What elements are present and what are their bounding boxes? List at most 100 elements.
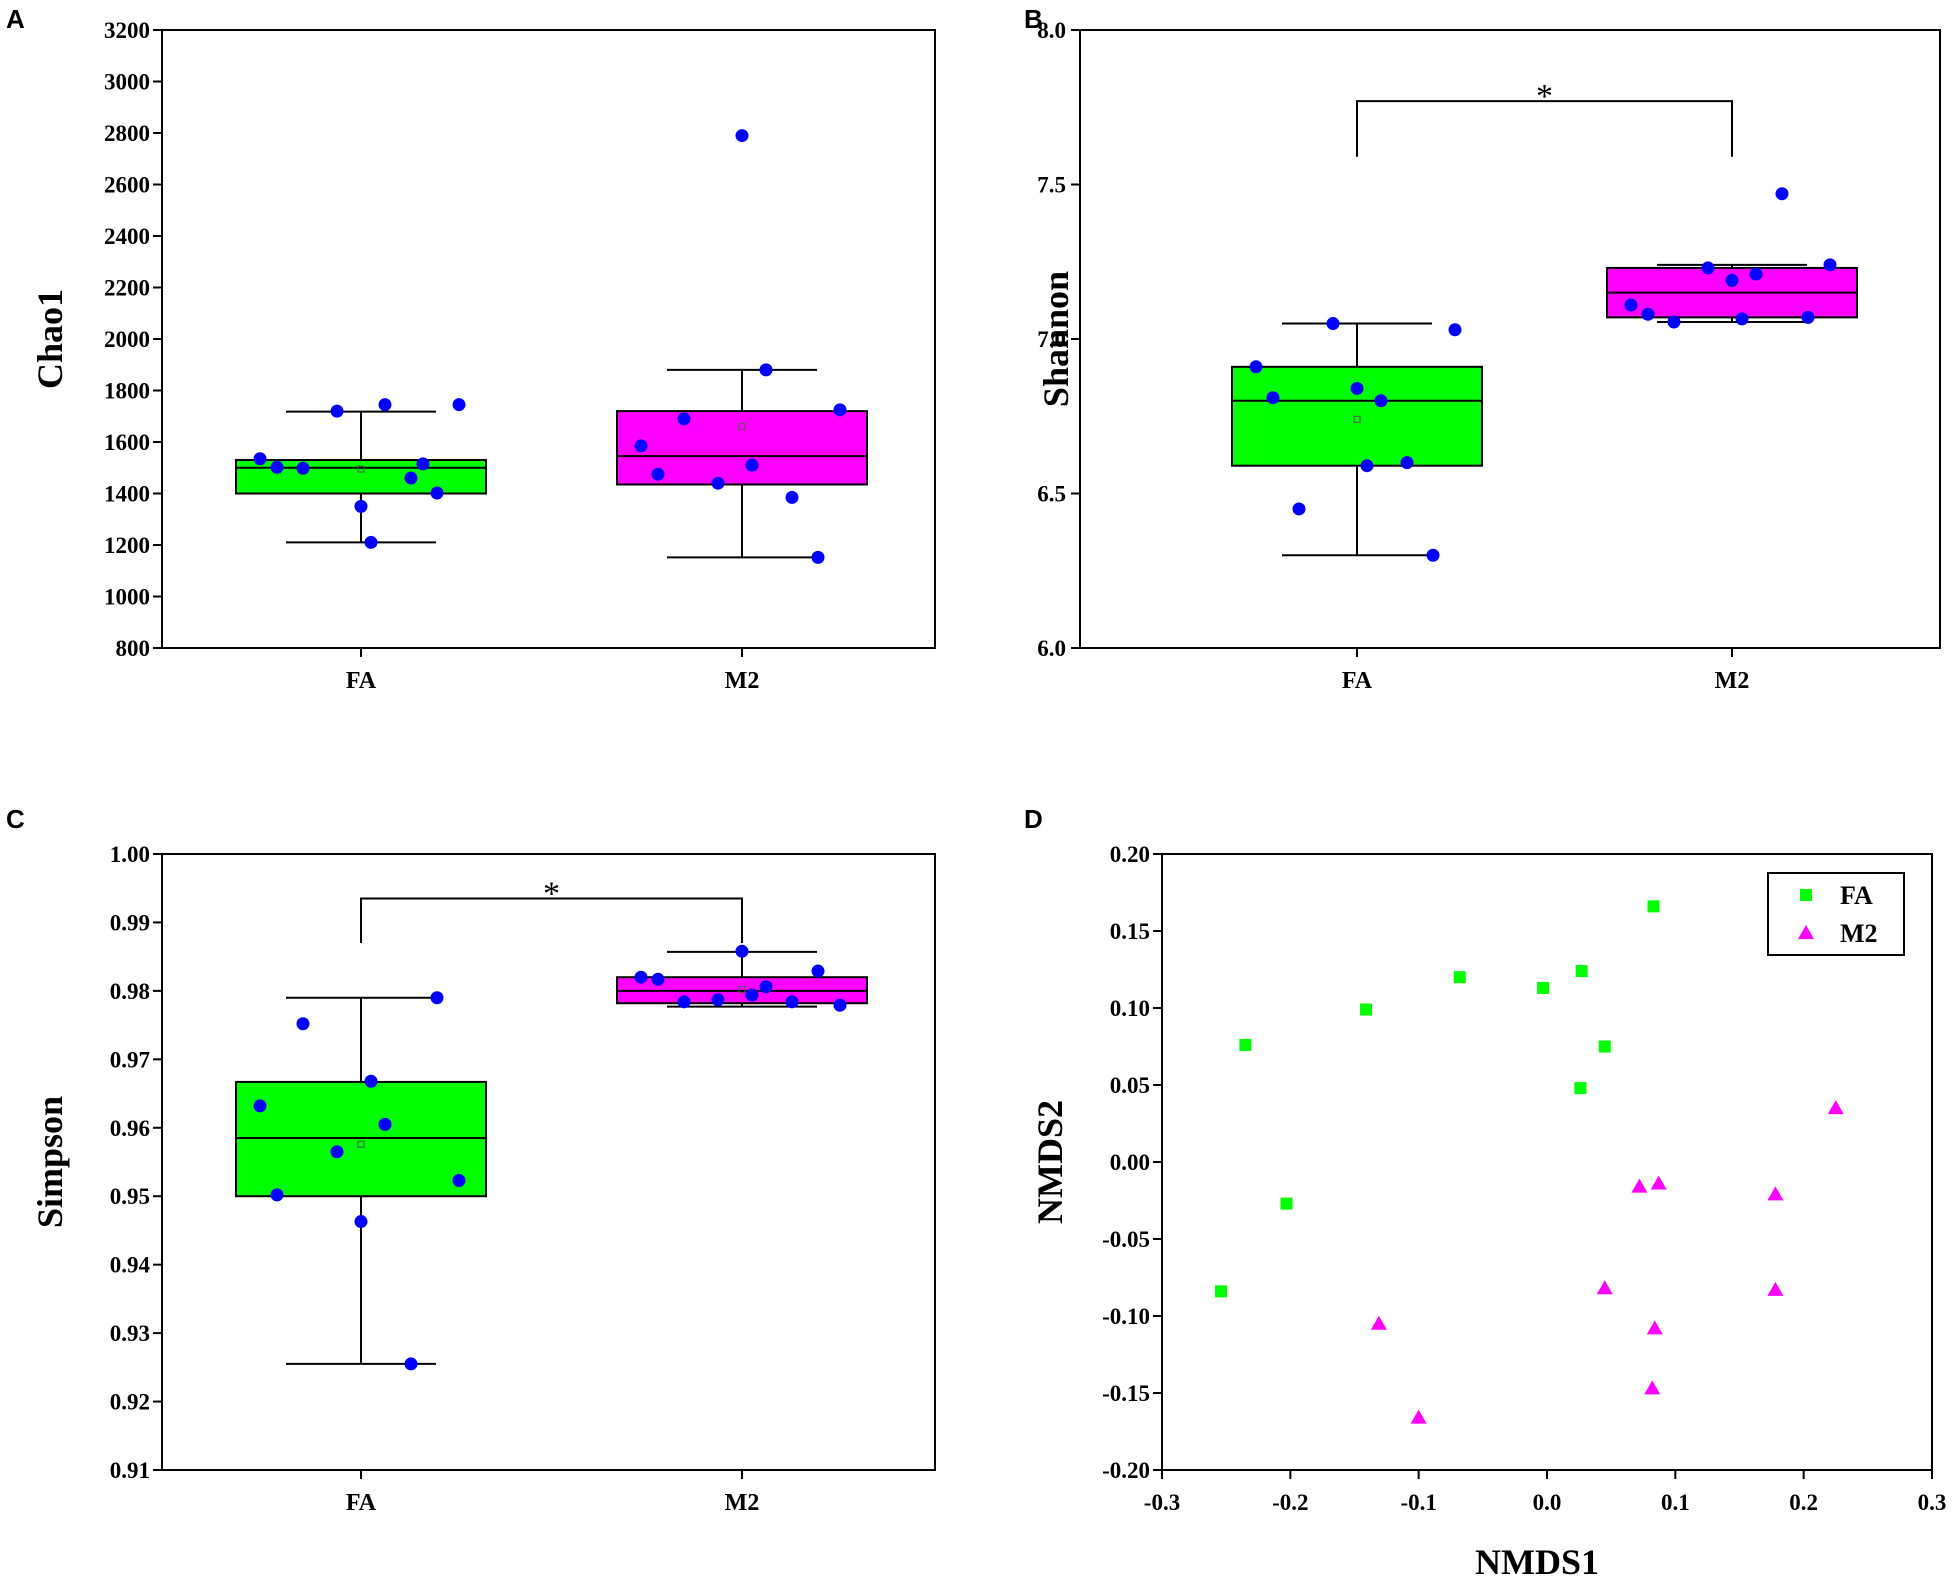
data-point [1823,258,1837,272]
x-tick-label: -0.1 [1400,1490,1436,1515]
data-point [1701,261,1715,275]
chao1-box-panel: 800 1000 1200 1400 1600 1800 2000 2200 2400 2600 2… [30,18,936,694]
data-point [634,970,648,984]
simpson-box-panel: 0.91 0.92 0.93 0.94 0.95 0.96 0.97 0.98 0.99 1.00… [30,842,936,1516]
y-axis-title: Chao1 [30,289,70,389]
data-point [430,486,444,500]
data-point [1598,1040,1611,1053]
data-point [1215,1285,1228,1298]
y-tick-label: 2600 [104,173,150,198]
data-point [1725,273,1739,287]
x-category-label: M2 [725,1490,760,1516]
panel-label-d: D [1024,804,1043,834]
y-tick-label: -0.05 [1102,1227,1150,1252]
y-axis-title: NMDS2 [1030,1100,1070,1224]
x-tick-label: -0.2 [1272,1490,1308,1515]
data-point [364,535,378,549]
y-axis-title: Shannon [1036,271,1076,407]
legend-swatch [1800,889,1812,901]
x-category-label: M2 [725,668,760,694]
iqr-box [235,1080,487,1198]
mean-marker [357,1140,365,1148]
x-category-label: M2 [1715,668,1750,694]
data-point [1647,900,1660,913]
y-tick-label: 2200 [104,276,150,301]
data-point [1749,267,1763,281]
data-point [1448,323,1462,337]
x-tick-label: -0.3 [1144,1490,1180,1515]
y-tick-label: 0.98 [110,979,150,1004]
y-tick-label: 1.00 [110,842,150,867]
data-point [1292,502,1306,516]
y-tick-label: 0.93 [110,1321,150,1346]
data-point [1453,971,1466,984]
data-point [1360,1003,1373,1016]
data-point [1326,317,1340,331]
x-tick-label: 0.0 [1533,1490,1562,1515]
y-tick-label: 0.92 [110,1390,150,1415]
data-point [270,460,284,474]
data-point [735,129,749,143]
data-point [1374,394,1388,408]
data-point [416,457,430,471]
y-tick-label: 0.96 [110,1116,150,1141]
y-tick-label: 1800 [104,379,150,404]
data-point [1360,459,1374,473]
plot-frame [1079,29,1941,649]
y-tick-label: 6.0 [1037,636,1066,661]
data-point [1370,1315,1387,1330]
y-tick-label: 7.5 [1037,173,1066,198]
box-m2 [616,944,868,1012]
data-point [1767,1186,1784,1201]
data-point [253,1099,267,1113]
y-tick-label: 7.0 [1037,327,1066,352]
data-point [677,995,691,1009]
x-category-label: FA [1342,668,1373,694]
data-point [1239,1038,1252,1051]
x-axis-title: NMDS1 [1475,1542,1599,1582]
data-point [1631,1178,1648,1193]
data-point [378,398,392,412]
y-tick-label: -0.10 [1102,1304,1150,1329]
y-tick-label: 0.94 [110,1253,151,1278]
legend-box [1767,872,1905,956]
y-tick-label: 0.99 [110,910,150,935]
legend-label: FA [1840,881,1873,910]
y-tick-label: -0.20 [1102,1458,1150,1483]
shannon-box-panel: 6.0 6.5 7.0 7.5 8.0 FA M2 * Shannon [1036,18,1941,694]
plot-frame [161,853,936,1471]
data-point [378,1117,392,1131]
data-point [1410,1409,1427,1424]
data-point [833,998,847,1012]
data-point [651,972,665,986]
nmds-scatter-panel: -0.20-0.15-0.10-0.050.000.050.100.150.20… [1030,842,1946,1582]
data-point [711,476,725,490]
data-point [404,1357,418,1371]
significance-bracket [1356,100,1733,157]
data-point [430,991,444,1005]
significance-bracket [360,897,743,943]
data-point [1644,1380,1661,1395]
y-tick-label: 3000 [104,70,150,95]
data-point [1350,381,1364,395]
y-tick-label: 0.05 [1110,1073,1150,1098]
data-point [811,964,825,978]
box-fa [1231,317,1483,562]
x-tick-label: 0.1 [1661,1490,1690,1515]
y-tick-label: 1600 [104,430,150,455]
data-point [452,1173,466,1187]
panel-label-b: B [1024,4,1043,34]
mean-marker [1353,415,1361,423]
data-point [1767,1281,1784,1296]
data-point [296,461,310,475]
y-tick-label: 0.10 [1110,996,1150,1021]
data-point [785,995,799,1009]
data-point [1650,1175,1667,1190]
data-point [253,452,267,466]
data-point [364,1074,378,1088]
data-point [634,439,648,453]
data-point [1624,298,1638,312]
data-point [811,550,825,564]
mean-marker [357,465,365,473]
box-fa [235,398,487,549]
